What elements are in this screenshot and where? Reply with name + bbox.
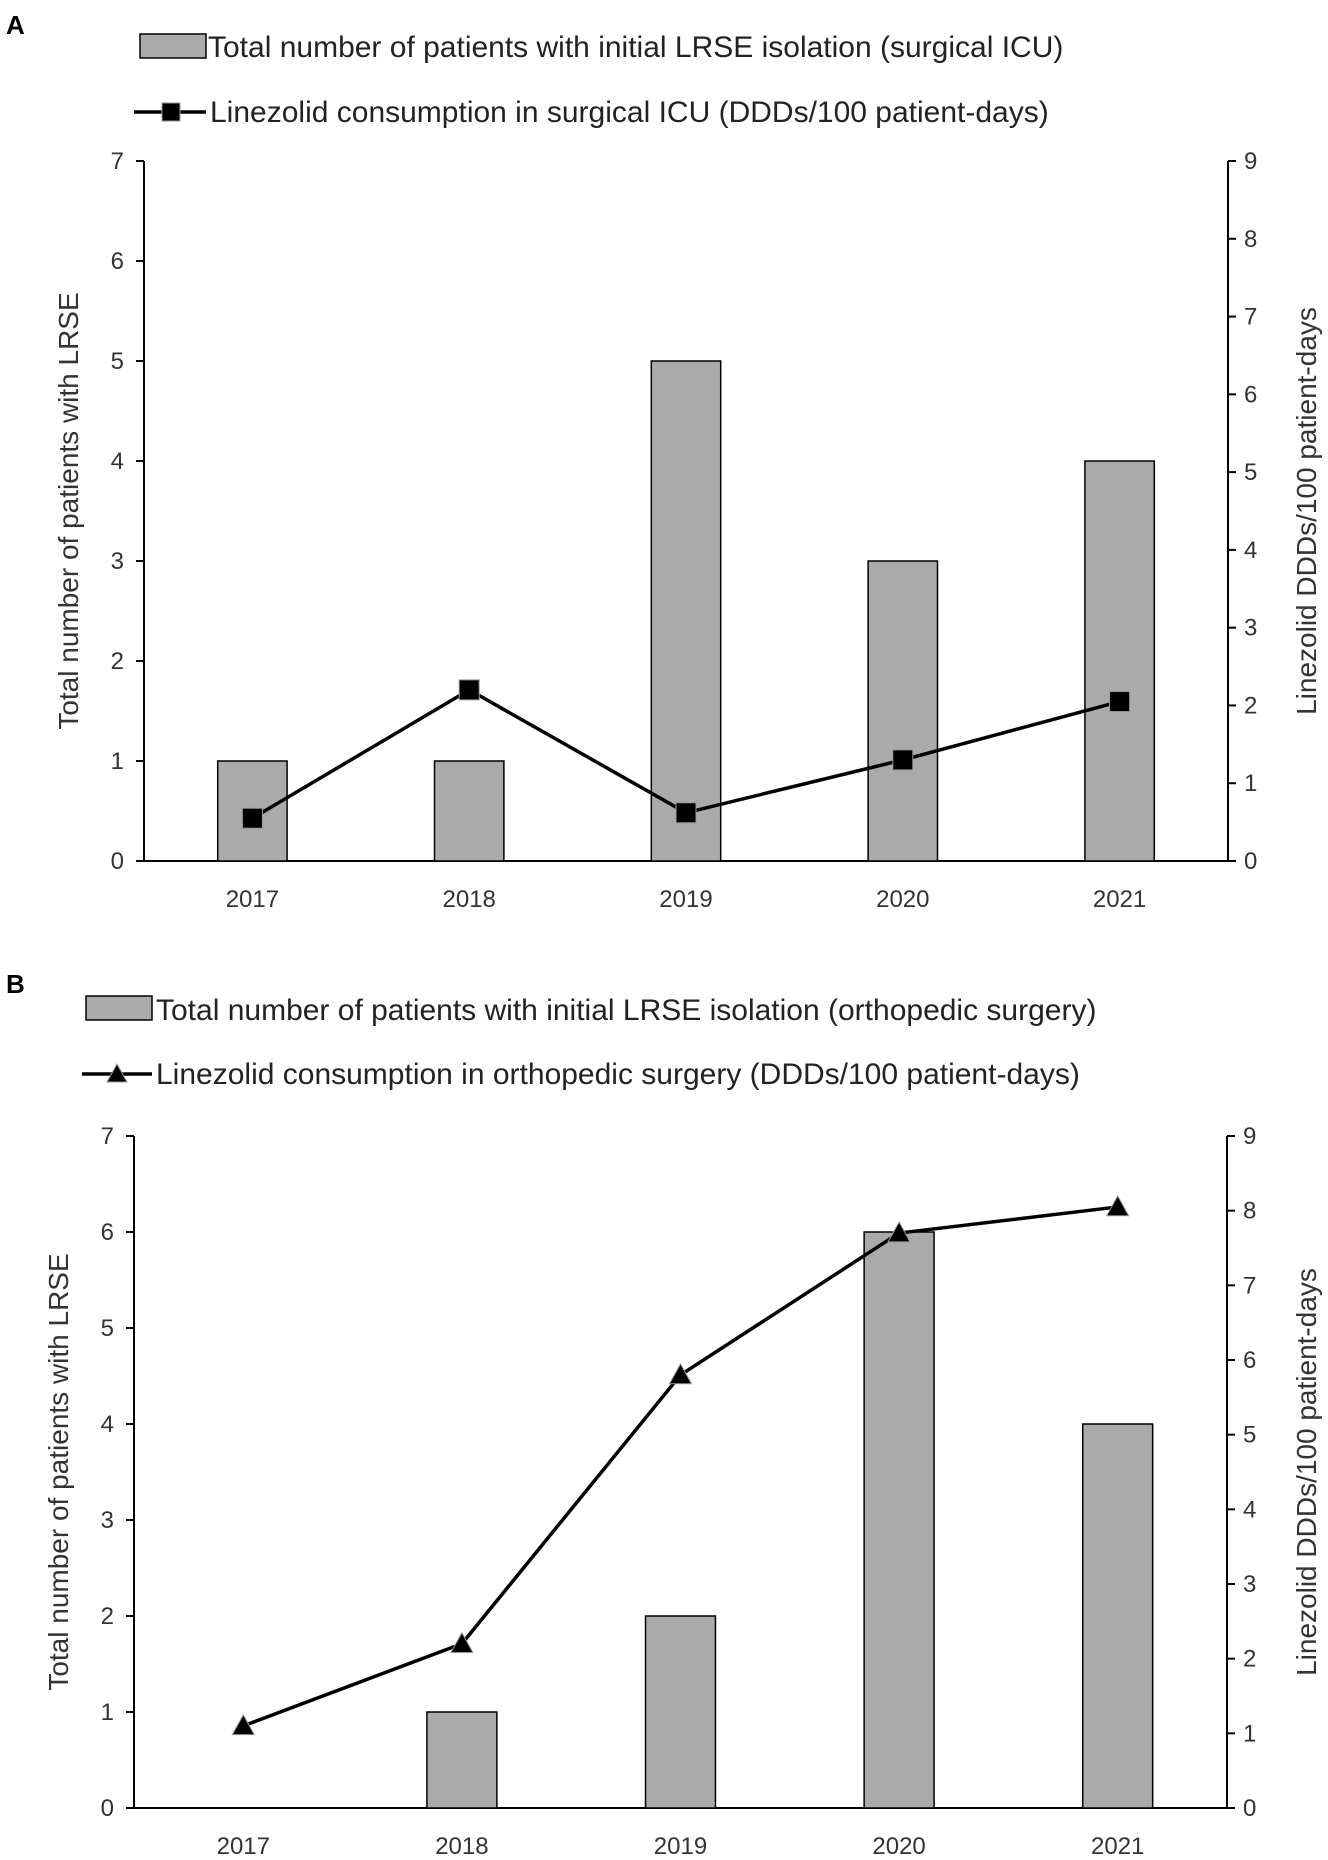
right-tick-label: 6 [1243, 1347, 1256, 1374]
legend-line-label-a: Linezolid consumption in surgical ICU (D… [210, 96, 1049, 129]
right-tick-label: 2 [1244, 692, 1257, 719]
left-tick-label: 0 [111, 848, 124, 875]
left-tick-label: 5 [101, 1315, 114, 1342]
y-axis-right-title-a: Linezolid DDDs/100 patient-days [1291, 307, 1322, 715]
legend-triangle-marker-icon [106, 1062, 128, 1083]
bar-2019 [650, 360, 722, 862]
right-tick-label: 8 [1243, 1198, 1256, 1225]
right-tick-label: 9 [1244, 148, 1257, 175]
x-tick-label: 2020 [872, 1833, 925, 1860]
legend-square-marker-icon [161, 102, 181, 122]
left-tick-label: 7 [101, 1123, 114, 1150]
right-tick-label: 5 [1244, 459, 1257, 486]
x-tick-label: 2021 [1093, 886, 1146, 913]
right-tick-label: 4 [1244, 537, 1257, 564]
left-tick-label: 0 [101, 1795, 114, 1822]
point-2019 [675, 802, 697, 824]
right-tick-label: 7 [1243, 1272, 1256, 1299]
left-tick-label: 4 [111, 448, 124, 475]
right-tick-label: 3 [1244, 615, 1257, 642]
legend-line-label-b: Linezolid consumption in orthopedic surg… [156, 1058, 1080, 1091]
right-tick-label: 0 [1244, 848, 1257, 875]
bar-2020 [863, 1231, 935, 1809]
left-tick-label: 4 [101, 1411, 114, 1438]
x-tick-label: 2020 [876, 886, 929, 913]
left-tick-label: 2 [111, 648, 124, 675]
point-2017 [231, 1713, 256, 1736]
point-2018 [458, 679, 480, 701]
left-tick-label: 1 [111, 748, 124, 775]
x-ticks-b: 2017 2018 2019 2020 2021 [217, 1833, 1145, 1860]
right-tick-label: 0 [1243, 1795, 1256, 1822]
left-tick-label: 6 [101, 1219, 114, 1246]
point-2018 [450, 1631, 474, 1654]
right-tick-label: 9 [1243, 1123, 1256, 1150]
right-tick-label: 6 [1244, 381, 1257, 408]
left-tick-label: 2 [101, 1603, 114, 1630]
left-tick-label: 5 [111, 348, 124, 375]
bar-2019 [644, 1615, 717, 1809]
left-ticks-a: 0 1 2 3 4 5 6 7 [111, 148, 144, 875]
legend-bar-swatch-a [139, 33, 207, 59]
y-axis-left-title-a: Total number of patients with LRSE [53, 292, 84, 729]
right-tick-label: 7 [1244, 304, 1257, 331]
left-tick-label: 3 [111, 548, 124, 575]
point-2020 [892, 749, 914, 771]
bars-b [426, 1231, 1154, 1809]
bar-2018 [426, 1711, 498, 1809]
legend-bar-swatch-b [85, 995, 153, 1021]
point-2021 [1105, 1194, 1130, 1217]
left-tick-label: 3 [101, 1507, 114, 1534]
x-tick-label: 2017 [226, 886, 279, 913]
left-ticks-b: 0 1 2 3 4 5 6 7 [101, 1123, 134, 1822]
left-tick-label: 6 [111, 248, 124, 275]
bars-a [216, 360, 1156, 862]
bar-2020 [867, 560, 939, 862]
panel-a: A Total number of patients with initial … [6, 10, 1322, 913]
x-tick-label: 2018 [443, 886, 496, 913]
bar-2021 [1084, 460, 1156, 862]
point-2019 [668, 1362, 693, 1385]
right-tick-label: 4 [1243, 1496, 1256, 1523]
point-2020 [887, 1221, 911, 1243]
y-axis-right-title-b: Linezolid DDDs/100 patient-days [1291, 1268, 1322, 1676]
x-tick-label: 2018 [435, 1833, 488, 1860]
x-tick-label: 2021 [1091, 1833, 1144, 1860]
x-tick-label: 2019 [654, 1833, 707, 1860]
panel-a-letter: A [6, 10, 25, 40]
x-ticks-a: 2017 2018 2019 2020 2021 [226, 886, 1147, 913]
panel-b: B Total number of patients with initial … [6, 969, 1322, 1860]
x-tick-label: 2017 [217, 1833, 270, 1860]
point-2021 [1109, 691, 1131, 713]
right-tick-label: 1 [1244, 770, 1257, 797]
right-tick-label: 1 [1243, 1720, 1256, 1747]
bar-2018 [433, 760, 505, 862]
panel-b-letter: B [6, 969, 25, 999]
point-2017 [241, 807, 263, 829]
left-tick-label: 1 [101, 1699, 114, 1726]
y-axis-left-title-b: Total number of patients with LRSE [43, 1253, 74, 1690]
left-tick-label: 7 [111, 148, 124, 175]
bar-2021 [1081, 1423, 1154, 1809]
right-tick-label: 3 [1243, 1571, 1256, 1598]
right-tick-label: 5 [1243, 1422, 1256, 1449]
right-ticks-b: 0 1 2 3 4 5 6 7 8 9 [1227, 1123, 1256, 1822]
line-b [231, 1194, 1130, 1736]
right-tick-label: 8 [1244, 226, 1257, 253]
x-tick-label: 2019 [659, 886, 712, 913]
legend-bar-label-a: Total number of patients with initial LR… [208, 31, 1063, 64]
line-a [241, 679, 1131, 829]
right-ticks-a: 0 1 2 3 4 5 6 7 8 9 [1228, 148, 1257, 875]
right-tick-label: 2 [1243, 1646, 1256, 1673]
legend-bar-label-b: Total number of patients with initial LR… [156, 994, 1096, 1027]
